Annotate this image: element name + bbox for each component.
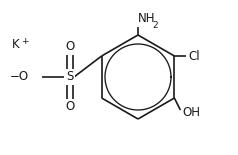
Text: NH: NH (138, 13, 155, 26)
Text: K: K (12, 38, 20, 51)
Text: O: O (65, 100, 75, 113)
Text: Cl: Cl (188, 49, 200, 62)
Text: +: + (21, 36, 29, 46)
Text: OH: OH (182, 106, 200, 119)
Text: 2: 2 (152, 21, 158, 30)
Text: −O: −O (10, 71, 29, 84)
Text: O: O (65, 40, 75, 53)
Text: S: S (66, 71, 74, 84)
